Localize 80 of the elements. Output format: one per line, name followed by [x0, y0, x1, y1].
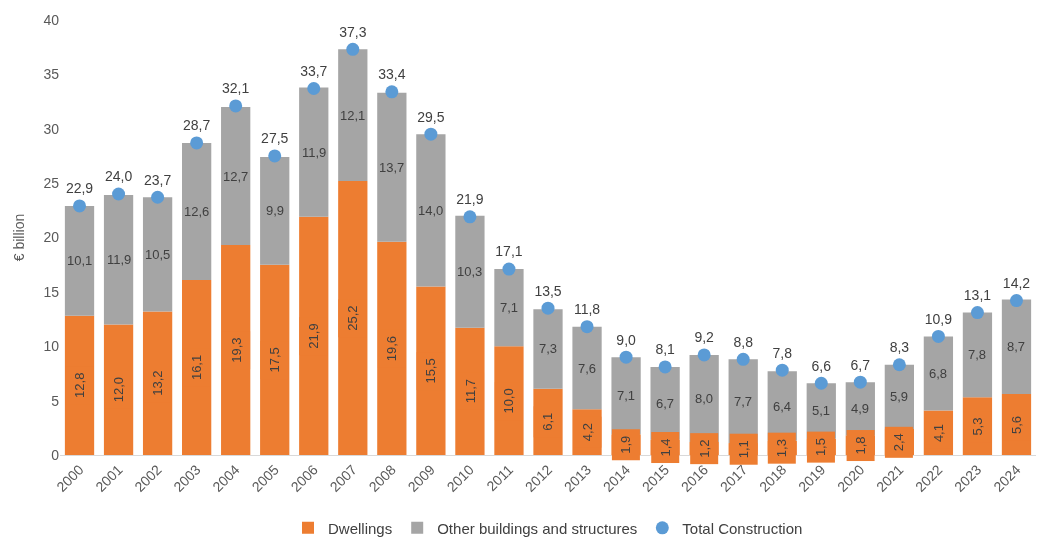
data-label: 10,9	[924, 310, 953, 327]
data-label: 5,3	[970, 417, 986, 436]
y-tick-label: 40	[43, 11, 60, 28]
data-label: 11,9	[107, 252, 132, 267]
data-label: 7,6	[578, 361, 597, 376]
data-label: 24,0	[104, 168, 133, 185]
data-label: 10,3	[457, 264, 483, 279]
data-label: 7,8	[772, 344, 793, 361]
data-label: 12,6	[184, 204, 210, 219]
data-label: 4,1	[930, 424, 946, 443]
data-label: 6,6	[811, 357, 832, 374]
y-axis-title: € billion	[11, 213, 28, 262]
data-label: 12,0	[110, 377, 126, 403]
data-label: 5,6	[1008, 415, 1024, 435]
legend-label: Dwellings	[328, 519, 393, 537]
data-label: 4,2	[579, 423, 595, 442]
data-label: 13,2	[150, 370, 166, 396]
data-label: 7,8	[968, 347, 987, 362]
data-label: 12,7	[223, 169, 249, 184]
data-label: 8,0	[695, 391, 714, 406]
data-label: 6,4	[773, 399, 792, 414]
data-label: 6,7	[656, 396, 675, 411]
data-label: 4,9	[851, 401, 870, 416]
data-label: 12,8	[72, 372, 88, 398]
y-tick-label: 10	[43, 338, 60, 355]
data-label: 19,6	[384, 335, 400, 362]
data-label: 21,9	[456, 191, 484, 208]
data-label: 9,0	[616, 331, 637, 348]
data-label: 17,1	[495, 243, 523, 260]
data-label: 12,1	[340, 108, 366, 123]
data-label: 21,9	[305, 323, 321, 349]
data-label: 14,2	[1002, 274, 1031, 291]
data-label: 37,3	[339, 23, 367, 40]
y-tick-label: 30	[43, 120, 60, 137]
data-label: 11,7	[462, 378, 478, 404]
data-label: 6,8	[929, 366, 948, 381]
data-label: 32,1	[222, 80, 250, 97]
data-label: 7,3	[539, 341, 558, 356]
data-label: 25,2	[344, 305, 360, 331]
y-tick-label: 0	[51, 446, 60, 463]
data-label: 8,8	[733, 333, 754, 350]
data-label: 19,3	[228, 337, 244, 363]
data-label: 5,9	[890, 389, 909, 404]
y-tick-label: 15	[43, 283, 60, 300]
data-label: 23,7	[143, 171, 172, 188]
data-label: 13,7	[379, 160, 405, 175]
data-label: 9,9	[266, 203, 285, 218]
data-label: 13,5	[534, 282, 562, 299]
data-label: 13,1	[963, 286, 992, 303]
y-tick-label: 5	[51, 392, 60, 409]
data-label: 8,1	[655, 341, 676, 358]
legend-label: Total Construction	[682, 519, 803, 537]
data-label: 8,3	[889, 339, 910, 356]
data-label: 22,9	[65, 180, 94, 197]
data-label: 10,1	[67, 253, 93, 268]
data-label: 6,7	[850, 356, 871, 373]
data-label: 7,7	[734, 394, 753, 409]
data-label: 16,1	[189, 354, 205, 381]
y-tick-label: 25	[43, 175, 60, 192]
data-label: 11,9	[302, 145, 327, 160]
data-label: 8,7	[1007, 339, 1026, 354]
y-tick-label: 35	[43, 66, 60, 83]
legend-label: Other buildings and structures	[437, 519, 638, 537]
y-tick-label: 20	[43, 229, 60, 246]
data-label: 28,7	[183, 117, 211, 134]
data-label: 10,0	[501, 388, 517, 414]
data-label: 33,4	[378, 66, 406, 83]
data-label: 7,1	[617, 388, 636, 403]
data-label: 7,1	[500, 300, 519, 315]
data-label: 27,5	[261, 130, 289, 147]
data-label: 10,5	[145, 247, 171, 262]
data-label: 11,8	[573, 301, 601, 318]
data-label: 5,1	[812, 403, 831, 418]
data-label: 33,7	[300, 62, 328, 79]
data-label: 14,0	[418, 203, 444, 218]
data-label: 29,5	[417, 108, 445, 125]
data-label: 17,5	[266, 347, 282, 373]
data-label: 15,5	[423, 358, 439, 384]
data-label: 6,1	[540, 412, 556, 431]
data-label: 9,2	[694, 329, 715, 346]
